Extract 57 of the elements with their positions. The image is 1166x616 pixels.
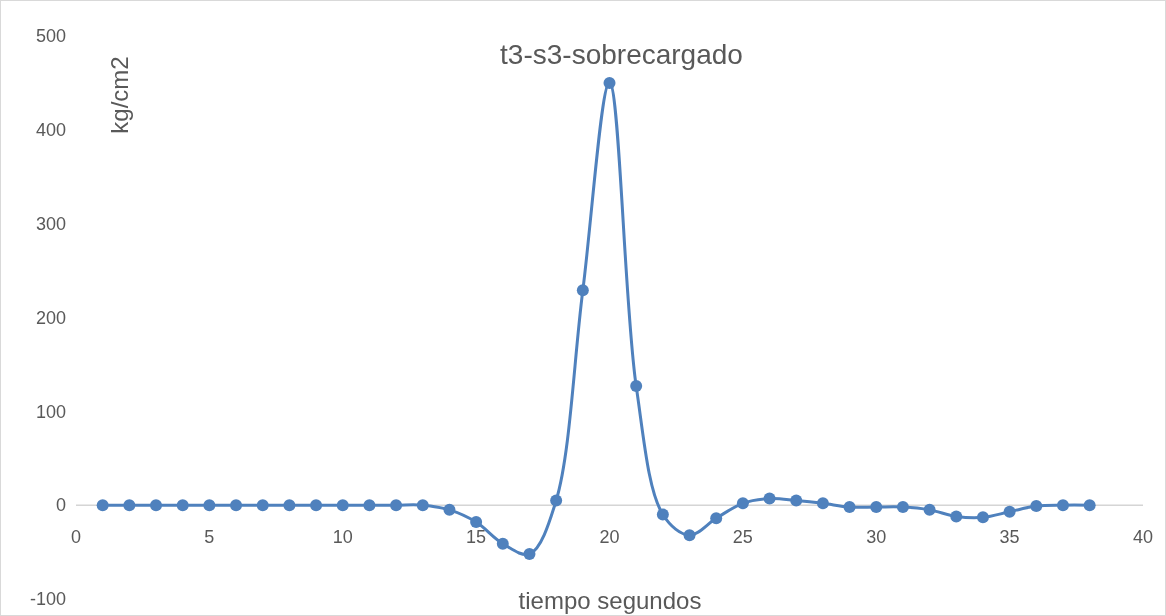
point — [363, 499, 376, 512]
x-tick-label: 20 — [599, 527, 620, 548]
x-tick-label: 5 — [204, 527, 215, 548]
point — [283, 499, 296, 512]
point — [1003, 505, 1016, 518]
point — [1083, 499, 1096, 512]
point — [150, 499, 163, 512]
point — [976, 511, 989, 524]
x-tick-label: 10 — [332, 527, 353, 548]
x-tick-label: 30 — [866, 527, 887, 548]
point — [416, 499, 429, 512]
point — [123, 499, 136, 512]
point — [256, 499, 269, 512]
x-tick-label: 15 — [466, 527, 487, 548]
point — [843, 501, 856, 514]
point — [230, 499, 243, 512]
point — [496, 537, 509, 550]
point — [656, 508, 669, 521]
point — [1030, 500, 1043, 513]
x-tick-label: 40 — [1132, 527, 1154, 548]
point — [950, 510, 963, 523]
point — [443, 503, 456, 516]
point — [1056, 499, 1069, 512]
y-tick-label: 400 — [35, 120, 66, 141]
point — [390, 499, 403, 512]
point — [336, 499, 349, 512]
x-tick-label: 35 — [999, 527, 1020, 548]
point — [923, 503, 936, 516]
point — [203, 499, 216, 512]
y-tick-label: 0 — [55, 495, 66, 516]
point — [603, 76, 616, 89]
y-axis-title: kg/cm2 — [106, 56, 133, 134]
point — [576, 284, 589, 297]
point — [96, 499, 109, 512]
y-tick-label: -100 — [29, 589, 66, 610]
point — [523, 547, 536, 560]
point — [816, 497, 829, 510]
y-tick-label: 300 — [35, 213, 66, 234]
y-tick-label: 200 — [35, 307, 66, 328]
x-tick-label: 0 — [70, 527, 82, 548]
point — [710, 512, 723, 525]
point — [896, 501, 909, 514]
point — [683, 529, 696, 542]
point — [550, 494, 563, 507]
point — [470, 516, 483, 529]
point — [630, 380, 643, 392]
point — [176, 499, 189, 512]
x-axis-title: tiempo segundos — [518, 587, 702, 614]
point — [870, 501, 883, 514]
point — [790, 494, 803, 507]
y-tick-label: 500 — [35, 26, 66, 47]
point — [736, 497, 749, 510]
y-tick-label: 100 — [35, 401, 66, 422]
chart-title: t3-s3-sobrecargado — [500, 39, 743, 70]
x-tick-label: 25 — [732, 527, 753, 548]
point — [763, 492, 776, 505]
point — [310, 499, 323, 512]
